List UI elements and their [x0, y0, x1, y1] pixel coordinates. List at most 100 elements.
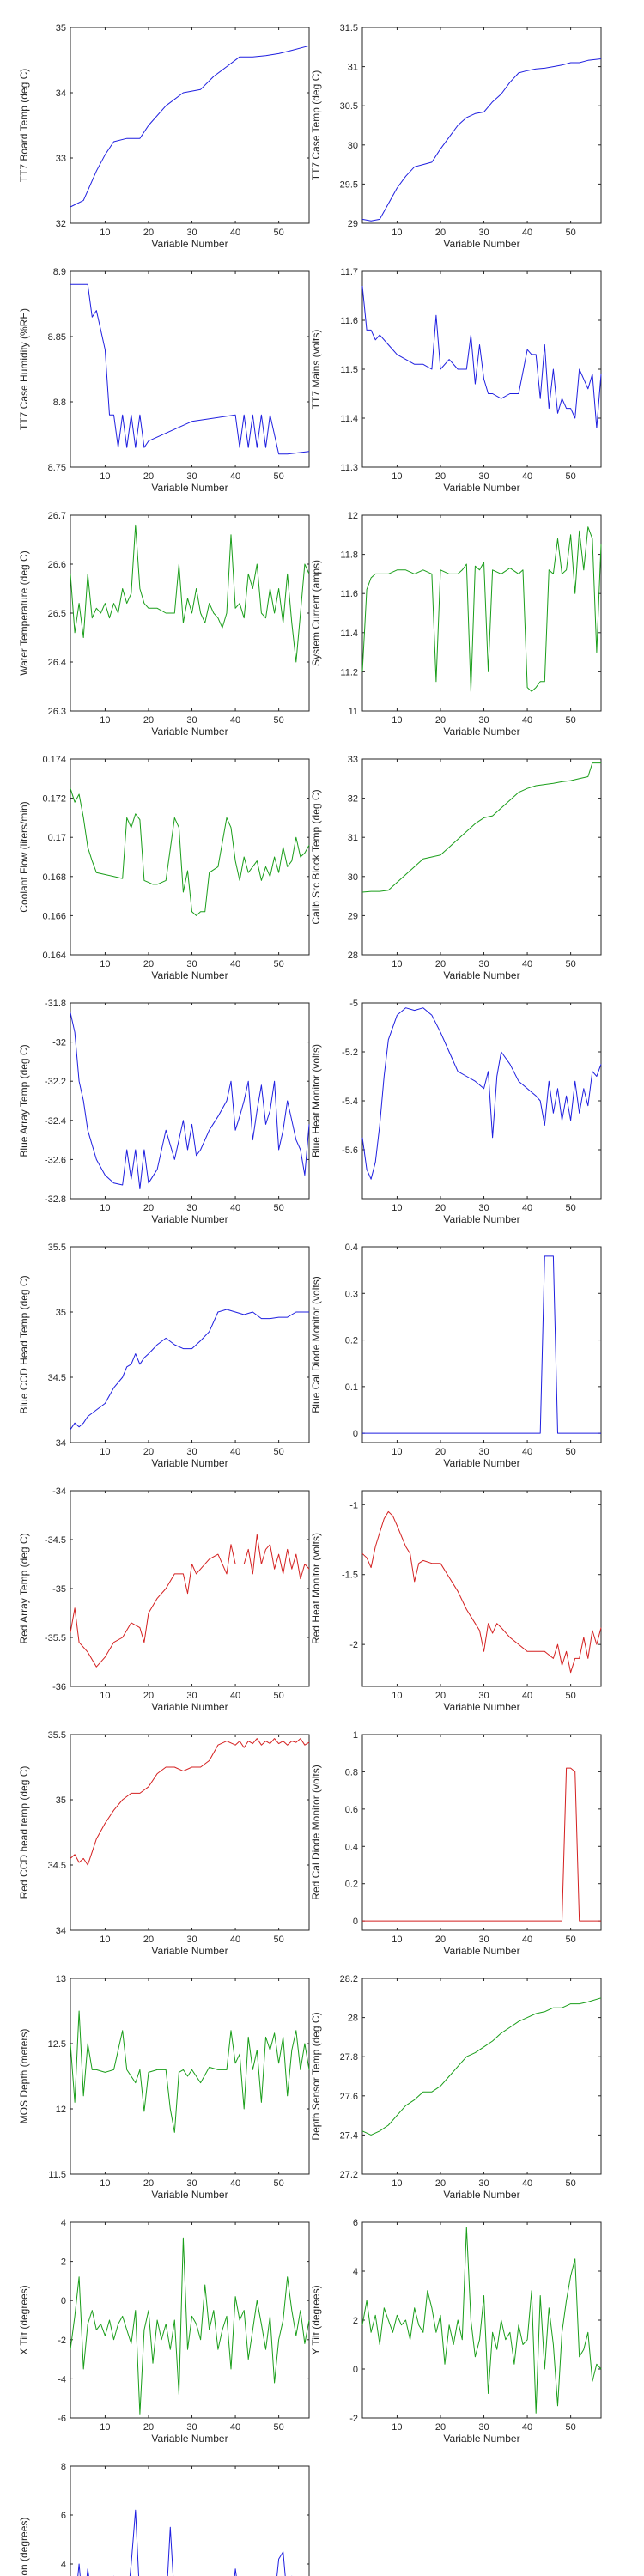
y-tick-label: 0.1	[345, 1382, 358, 1393]
y-tick-label: -31.8	[45, 999, 66, 1009]
series-line	[362, 1255, 601, 1434]
y-tick-label: 11.5	[48, 2170, 66, 2180]
series-line	[70, 45, 310, 208]
chart-panel-5: 10 20 30 40 50 26.3 26.4 26.5 26.6 26.7 Variable N…	[18, 511, 310, 738]
y-tick-label: -34	[52, 1486, 66, 1497]
x-tick-label: 20	[435, 1935, 446, 1945]
x-tick-label: 20	[435, 959, 446, 969]
y-tick-label: 11.4	[340, 414, 358, 424]
x-tick-label: 20	[435, 471, 446, 482]
x-tick-label: 20	[143, 228, 154, 238]
x-tick-label: 10	[100, 471, 110, 482]
x-tick-label: 30	[478, 2422, 489, 2433]
y-tick-label: 0	[353, 2365, 358, 2375]
x-tick-label: 40	[230, 1203, 240, 1213]
x-tick-label: 40	[230, 2178, 240, 2189]
y-tick-label: 0.8	[345, 1767, 358, 1777]
x-tick-label: 10	[100, 2178, 110, 2189]
y-axis-label: TT7 Case Humidity (%RH)	[18, 308, 30, 430]
y-tick-label: 34	[56, 1926, 66, 1936]
x-axis-label: Variable Number	[443, 2433, 519, 2445]
plot-area	[70, 758, 310, 956]
x-tick-label: 50	[565, 1935, 575, 1945]
chart-panel-15: 10 20 30 40 50 34 34.5 35 35.5 Variable Number Red…	[18, 1730, 310, 1957]
y-tick-label: 11.8	[340, 550, 358, 561]
y-tick-label: 30.5	[340, 101, 358, 112]
y-tick-label: 11.4	[340, 629, 358, 639]
y-tick-label: 26.6	[48, 560, 66, 570]
x-tick-label: 20	[143, 959, 154, 969]
series-line	[361, 762, 601, 893]
y-tick-label: 6	[353, 2218, 358, 2228]
x-tick-label: 40	[230, 715, 240, 726]
y-tick-label: 26.5	[48, 609, 66, 619]
x-tick-label: 20	[143, 1203, 154, 1213]
y-tick-label: 2	[353, 2316, 358, 2326]
plot-area	[70, 27, 310, 224]
x-tick-label: 20	[435, 228, 446, 238]
y-tick-label: 29.5	[340, 179, 358, 190]
chart-panel-7: 10 20 30 40 50 0.164 0.166 0.168 0.17 0.172 0.174 V…	[18, 755, 310, 981]
y-tick-label: -6	[58, 2414, 66, 2424]
y-tick-label: 11.6	[340, 589, 358, 599]
x-tick-label: 50	[273, 2178, 283, 2189]
y-tick-label: 11.5	[340, 365, 358, 375]
x-tick-label: 10	[392, 1935, 402, 1945]
x-tick-label: 20	[143, 2178, 154, 2189]
y-tick-label: 0	[61, 2296, 66, 2306]
x-tick-label: 50	[565, 715, 575, 726]
x-tick-label: 40	[230, 228, 240, 238]
y-tick-label: -1	[349, 1500, 358, 1510]
y-tick-label: 29	[348, 911, 358, 921]
series-line	[70, 1738, 310, 1866]
y-tick-label: 31	[348, 833, 358, 843]
y-tick-label: 11	[349, 707, 358, 717]
y-tick-label: 0	[353, 1917, 358, 1927]
series-line	[361, 526, 602, 692]
y-tick-label: 8.8	[53, 398, 66, 408]
y-tick-label: 13	[56, 1974, 66, 1984]
x-axis-label: Variable Number	[443, 726, 519, 738]
y-axis-label: Red Cal Diode Monitor (volts)	[310, 1765, 322, 1899]
y-tick-label: 35.5	[48, 1242, 66, 1253]
x-tick-label: 30	[186, 1203, 197, 1213]
y-axis-label: MOS Depth (meters)	[18, 2029, 30, 2124]
y-tick-label: -34.5	[45, 1535, 66, 1546]
x-tick-label: 50	[273, 1935, 283, 1945]
y-tick-label: 0.4	[345, 1242, 358, 1253]
series-line	[70, 524, 310, 663]
x-tick-label: 30	[186, 2422, 197, 2433]
x-axis-label: Variable Number	[151, 2189, 228, 2201]
x-tick-label: 10	[100, 715, 110, 726]
chart-panel-6: 10 20 30 40 50 11 11.2 11.4 11.6 11.8 12 Variable N…	[310, 511, 602, 738]
chart-panel-17: 10 20 30 40 50 11.5 12 12.5 13 Variable Number MOS…	[18, 1974, 310, 2201]
y-tick-label: 35	[56, 23, 66, 33]
y-tick-label: -2	[349, 2414, 358, 2424]
series-line	[361, 2227, 602, 2414]
chart-panel-11: 10 20 30 40 50 34 34.5 35 35.5 Variable Number Blu…	[18, 1242, 310, 1469]
y-axis-label: Water Temperature (deg C)	[18, 550, 30, 675]
y-axis-label: TT7 Board Temp (deg C)	[18, 69, 30, 183]
y-tick-label: 0	[353, 1429, 358, 1439]
y-tick-label: 8.9	[53, 267, 66, 277]
y-tick-label: 2	[61, 2257, 66, 2268]
y-tick-label: 28	[348, 2014, 358, 2024]
series-line	[361, 1510, 602, 1674]
y-tick-label: -5.4	[342, 1097, 358, 1107]
plot-area	[361, 270, 602, 468]
series-line	[70, 1012, 310, 1190]
y-tick-label: 0.6	[345, 1805, 358, 1815]
x-tick-label: 20	[435, 2422, 446, 2433]
x-tick-label: 40	[230, 2422, 240, 2433]
x-tick-label: 30	[478, 471, 489, 482]
x-tick-label: 30	[186, 1691, 197, 1701]
y-tick-label: 28.2	[340, 1974, 358, 1984]
chart-panel-18: 10 20 30 40 50 27.2 27.4 27.6 27.8 28 28.2 Variable…	[310, 1974, 602, 2201]
y-tick-label: -5	[349, 999, 358, 1009]
y-tick-label: 0.168	[42, 872, 66, 883]
x-tick-label: 40	[230, 1691, 240, 1701]
x-tick-label: 10	[392, 959, 402, 969]
plot-area	[361, 27, 602, 224]
y-tick-label: 27.4	[340, 2130, 358, 2141]
y-tick-label: -2	[58, 2336, 66, 2346]
